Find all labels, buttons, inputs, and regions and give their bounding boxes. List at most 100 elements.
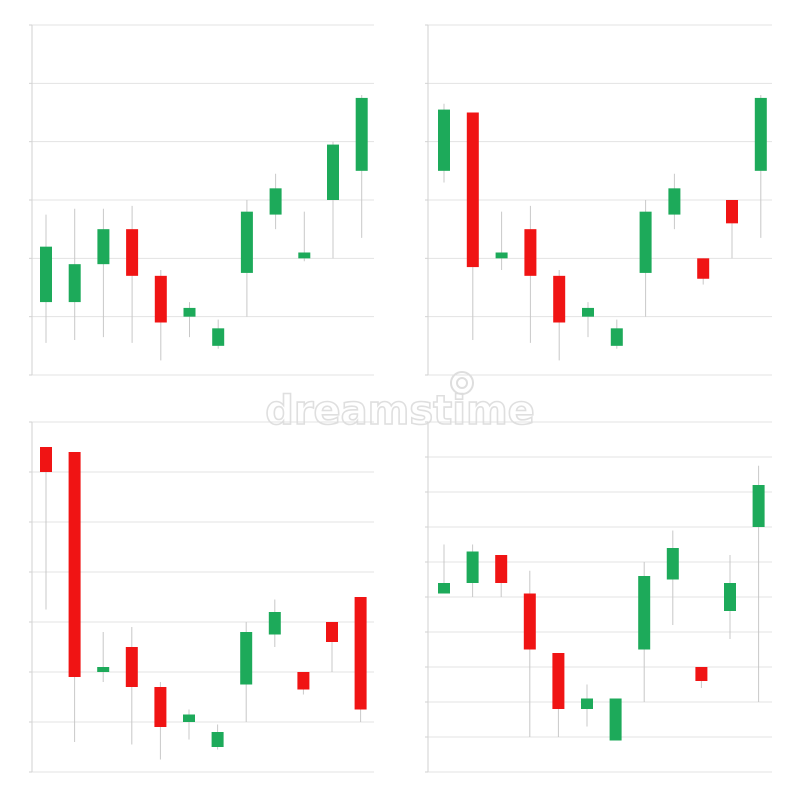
candle [639,200,652,317]
candle [268,599,281,647]
candle [752,465,765,702]
candle-body-bearish [553,275,566,323]
candle [126,205,139,343]
candle [666,530,679,625]
candle-body-bearish [726,200,738,224]
candle-body-bullish [668,188,681,215]
candle [183,709,195,740]
candle [40,447,52,610]
candle-body-bearish [523,593,536,650]
candle [524,205,537,343]
candle [638,562,651,702]
chart-top-left [29,24,374,376]
candle-body-bullish [240,211,253,273]
candle [240,200,253,317]
candle-body-bullish [724,583,736,611]
candle [466,112,479,340]
watermark-logo-inner-icon [456,377,468,389]
candle [298,211,311,262]
candle [724,555,736,639]
candle-body-bearish [297,672,310,690]
candle [327,141,339,259]
chart-top-right [425,24,772,376]
candle-body-bullish [268,612,281,635]
candle-body-bearish [125,647,138,687]
candle-body-bullish [582,307,594,317]
candle [553,270,566,361]
candle-body-bullish [212,328,225,346]
candle-body-bearish [524,229,537,276]
candle-body-bullish [240,632,253,685]
candle-body-bullish [466,551,479,583]
candle [269,173,282,230]
candle-body-bullish [754,97,767,171]
candle-body-bearish [154,687,167,727]
candle [297,672,310,695]
candle-body-bearish [495,555,508,583]
candle [211,724,224,750]
candle-body-bearish [354,597,367,710]
watermark-text: dreamstime [265,388,535,434]
candle-body-bullish [639,211,652,273]
candle [212,319,225,349]
candle-body-bullish [97,667,110,672]
candle [581,684,593,727]
candle [183,302,196,338]
candle-body-bearish [695,667,708,681]
candle-body-bearish [552,653,565,709]
candle [68,452,81,742]
candle-body-bullish [183,307,196,317]
candle [495,211,508,270]
candle [552,653,565,737]
candle-body-bullish [438,583,450,594]
candle [523,570,536,737]
candle-body-bullish [211,732,224,747]
candle [495,555,508,597]
candle [97,632,110,682]
candle [695,667,708,688]
candle [68,208,81,340]
candle-body-bullish [638,576,651,650]
candle-body-bullish [298,252,311,259]
candle [354,597,367,722]
candle [582,302,594,338]
candle-body-bullish [666,548,679,580]
candle-body-bullish [610,328,623,346]
candle-body-bullish [183,714,195,722]
candle [610,319,623,349]
candle-body-bearish [154,275,167,323]
candle [697,258,710,285]
chart-bottom-right [425,421,772,773]
candle-body-bullish [495,252,508,259]
watermark-logo-icon [450,371,474,395]
candle [609,698,622,741]
candle-body-bearish [40,447,52,472]
candle-body-bullish [97,229,110,265]
candle-body-bullish [581,698,593,709]
candle-body-bullish [327,144,339,200]
candle [726,200,738,259]
candle-body-bearish [326,622,338,642]
candle-body-bearish [697,258,710,279]
candle [754,95,767,238]
candle-body-bearish [68,452,81,677]
candle-body-bullish [68,264,81,303]
candle [326,622,338,672]
candle-body-bullish [355,97,368,171]
chart-bottom-left [29,421,374,773]
candle-body-bullish [609,698,622,741]
candle [240,622,253,722]
candle [438,103,450,183]
candle [154,270,167,361]
candle [466,544,479,597]
candle-body-bearish [466,112,479,268]
candle [355,95,368,238]
candle [668,173,681,230]
candle-body-bullish [269,188,282,215]
candle-body-bullish [40,246,52,303]
candle-body-bearish [126,229,139,276]
watermark: dreamstime [264,371,536,435]
candle [40,214,52,343]
candle [125,627,138,745]
